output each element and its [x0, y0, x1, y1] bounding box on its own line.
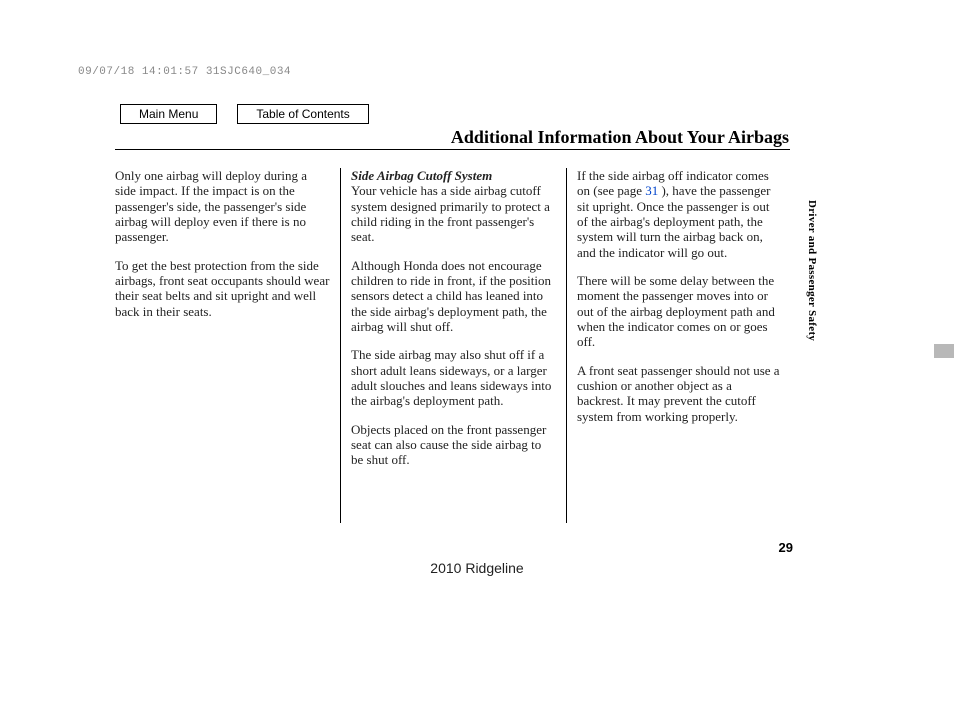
- body-text: There will be some delay between the mom…: [577, 273, 780, 350]
- body-text: Objects placed on the front passenger se…: [351, 422, 556, 468]
- page-reference-link[interactable]: 31: [645, 183, 658, 198]
- section-subhead: Side Airbag Cutoff System: [351, 168, 492, 183]
- body-text: Side Airbag Cutoff SystemYour vehicle ha…: [351, 168, 556, 245]
- page-title: Additional Information About Your Airbag…: [451, 127, 789, 148]
- page-number: 29: [779, 540, 793, 555]
- body-text: If the side airbag off indicator comes o…: [577, 168, 780, 260]
- body-text: A front seat passenger should not use a …: [577, 363, 780, 424]
- nav-button-group: Main Menu Table of Contents: [120, 104, 369, 124]
- content-columns: Only one airbag will deploy during a sid…: [115, 168, 790, 523]
- column-1: Only one airbag will deploy during a sid…: [115, 168, 340, 523]
- section-sidebar-label: Driver and Passenger Safety: [806, 200, 818, 341]
- body-text: Your vehicle has a side airbag cutoff sy…: [351, 183, 550, 244]
- toc-button[interactable]: Table of Contents: [237, 104, 368, 124]
- side-page-tab: [934, 344, 954, 358]
- body-text: Although Honda does not encourage childr…: [351, 258, 556, 335]
- body-text: The side airbag may also shut off if a s…: [351, 347, 556, 408]
- body-text: To get the best protection from the side…: [115, 258, 330, 319]
- column-2: Side Airbag Cutoff SystemYour vehicle ha…: [340, 168, 566, 523]
- footer-model: 2010 Ridgeline: [0, 560, 954, 576]
- main-menu-button[interactable]: Main Menu: [120, 104, 217, 124]
- body-text: Only one airbag will deploy during a sid…: [115, 168, 330, 245]
- page-timestamp: 09/07/18 14:01:57 31SJC640_034: [78, 66, 291, 78]
- column-3: If the side airbag off indicator comes o…: [566, 168, 790, 523]
- title-rule: [115, 149, 790, 150]
